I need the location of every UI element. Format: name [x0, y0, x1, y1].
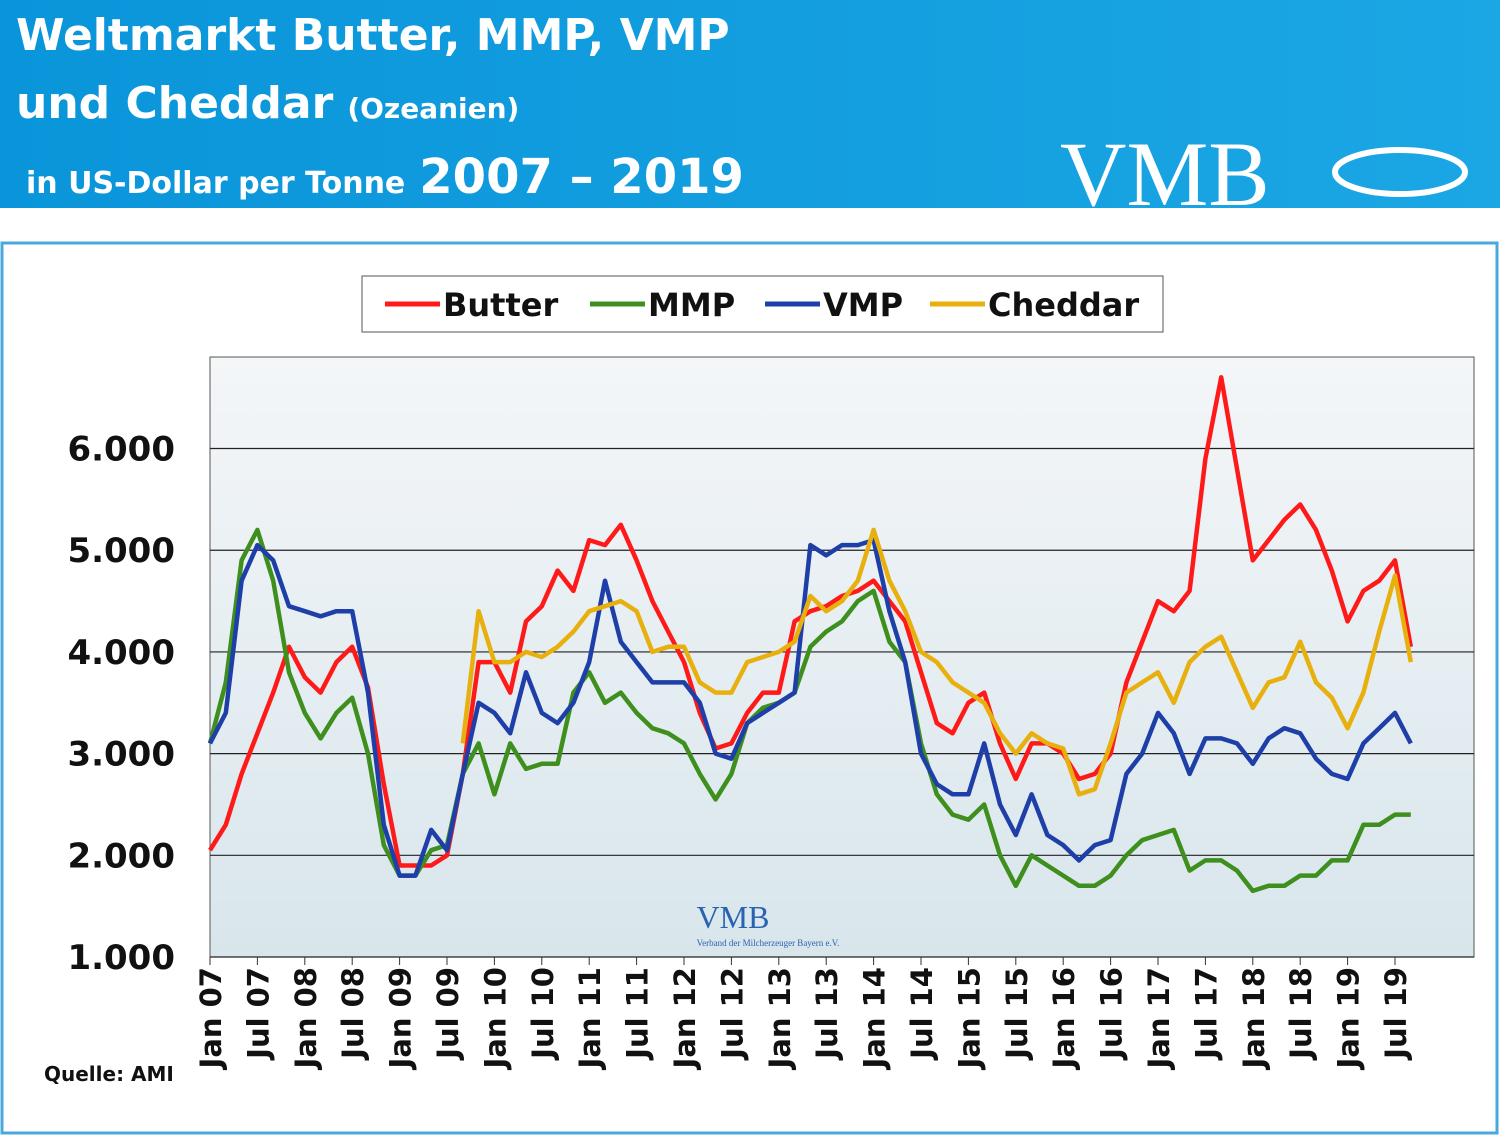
x-tick-label: Jan 19 [1332, 967, 1366, 1070]
x-tick-label: Jul 13 [810, 967, 844, 1061]
x-tick-label: Jan 17 [1142, 967, 1176, 1070]
series-line [208, 375, 1414, 868]
legend-label: Butter [443, 286, 558, 324]
x-tick-label: Jan 09 [384, 967, 418, 1070]
y-tick-label: 6.000 [67, 430, 175, 470]
x-tick-label: Jan 15 [952, 967, 986, 1070]
title-years: 2007 – 2019 [419, 149, 744, 205]
x-tick-label: Jul 09 [431, 967, 465, 1061]
x-tick-label: Jan 13 [763, 967, 797, 1070]
x-tick-label: Jul 18 [1284, 967, 1318, 1061]
y-tick-label: 1.000 [67, 938, 175, 978]
x-tick-label: Jan 16 [1047, 967, 1081, 1070]
title-line2: und Cheddar (Ozeanien) [16, 78, 519, 129]
source: Quelle: AMI [44, 1062, 174, 1086]
x-tick-label: Jul 08 [336, 967, 370, 1061]
x-tick-label: Jan 10 [478, 967, 512, 1070]
logo: VMB [1060, 123, 1270, 225]
header-band [0, 0, 1500, 208]
x-tick-label: Jan 12 [668, 967, 702, 1070]
x-tick-label: Jul 14 [905, 967, 939, 1061]
y-tick-label: 2.000 [67, 836, 175, 876]
watermark-logo: VMB [697, 899, 770, 935]
watermark-text: Verband der Milcherzeuger Bayern e.V. [697, 938, 840, 948]
logo-swoosh [1332, 147, 1468, 197]
legend-label: MMP [648, 286, 735, 324]
x-tick-label: Jan 08 [289, 967, 323, 1070]
subtitle: in US-Dollar per Tonne [26, 166, 405, 201]
x-tick-label: Jan 11 [573, 967, 607, 1070]
y-tick-label: 3.000 [67, 735, 175, 775]
legend-label: Cheddar [988, 286, 1139, 324]
y-tick-label: 4.000 [67, 633, 175, 673]
chart-layer: 1.000 2.000 3.000 4.000 5.000 6.000 Jan 07 Jul … [67, 286, 1474, 1070]
x-tick-label: Jul 10 [526, 967, 560, 1061]
title-main: und Cheddar [16, 78, 334, 129]
x-tick-label: Jan 18 [1237, 967, 1271, 1070]
series-line [208, 537, 1413, 878]
x-tick-label: Jul 11 [621, 967, 655, 1061]
x-tick-label: Jul 17 [1189, 967, 1223, 1061]
x-tick-label: Jul 19 [1379, 967, 1413, 1061]
x-tick-label: Jul 12 [715, 967, 749, 1061]
title-region: (Ozeanien) [347, 92, 519, 125]
title-line3: in US-Dollar per Tonne 2007 – 2019 [26, 149, 744, 205]
x-tick-label: Jul 16 [1095, 967, 1129, 1061]
x-tick-label: Jan 14 [858, 967, 892, 1070]
x-tick-label: Jul 07 [241, 967, 275, 1061]
legend-box [361, 275, 1164, 333]
y-tick-label: 5.000 [67, 531, 175, 571]
series-line [460, 527, 1414, 797]
x-tick-label: Jan 07 [194, 967, 228, 1070]
legend-label: VMP [823, 286, 903, 324]
title-line1: Weltmarkt Butter, MMP, VMP [16, 10, 730, 61]
x-tick-label: Jul 15 [1000, 967, 1034, 1061]
